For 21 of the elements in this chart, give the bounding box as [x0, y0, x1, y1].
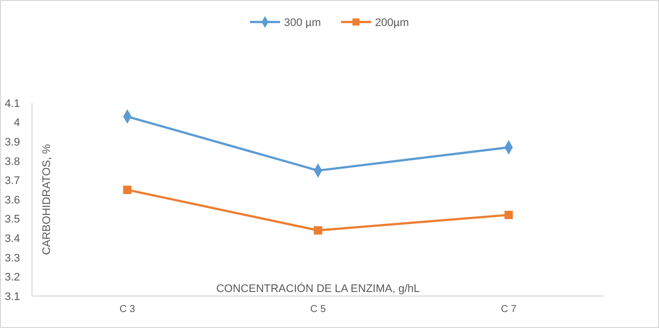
y-tick-label: 4.1 [4, 98, 20, 110]
y-tick-label: 3.9 [4, 136, 20, 148]
y-tick-label: 3.4 [4, 232, 20, 245]
x-tick-label: C 5 [310, 304, 326, 315]
y-tick-label: 3.7 [4, 175, 20, 188]
point [504, 210, 513, 220]
point [314, 226, 322, 235]
point [123, 186, 132, 194]
y-tick-label: 3.1 [4, 290, 20, 303]
y-tick-label: 3.2 [4, 272, 20, 284]
x-tick-label: C 7 [500, 304, 517, 315]
y-tick-label: 3.8 [4, 156, 20, 168]
legend-label: 200µm [375, 16, 409, 29]
y-tick-label: 3.5 [4, 214, 20, 226]
legend-label: 300 µm [284, 16, 321, 29]
y-tick-label: 3.6 [4, 194, 20, 206]
y-tick-label: 4 [14, 117, 20, 130]
y-axis-title: CARBOHIDRATOS, % [41, 144, 53, 255]
y-tick-label: 3.3 [4, 252, 20, 264]
x-axis-title: CONCENTRACIÓN DE LA ENZIMA, g/hL [216, 282, 420, 295]
x-tick-label: C 3 [120, 304, 136, 315]
